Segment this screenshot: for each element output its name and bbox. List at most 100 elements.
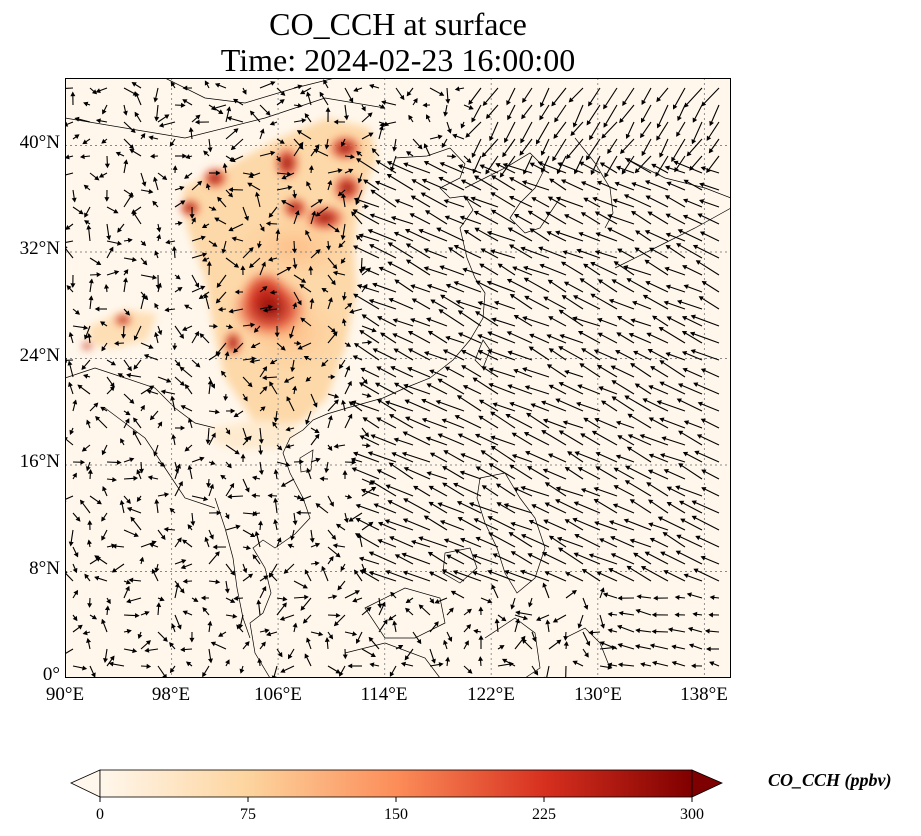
- wind-arrow-shaft: [682, 331, 703, 344]
- wind-arrow-head: [380, 104, 386, 109]
- wind-arrow-head: [579, 363, 585, 368]
- wind-arrow-head: [250, 343, 256, 349]
- wind-arrow-shaft: [590, 262, 618, 276]
- wind-arrow-head: [515, 610, 521, 616]
- wind-arrow-shaft: [475, 311, 499, 327]
- wind-arrow-head: [214, 217, 220, 222]
- wind-arrow-head: [282, 602, 287, 608]
- wind-arrow-head: [460, 179, 467, 185]
- wind-arrow-head: [468, 99, 474, 105]
- wind-arrow-head: [303, 356, 309, 361]
- wind-arrow-shaft: [693, 382, 720, 395]
- wind-arrow-head: [474, 433, 481, 439]
- wind-arrow-head: [492, 402, 498, 408]
- wind-arrow-head: [594, 211, 601, 216]
- wind-arrow-shaft: [658, 516, 686, 531]
- wind-arrow-head: [297, 300, 302, 306]
- wind-arrow-head: [709, 595, 715, 600]
- wind-arrow-shaft: [403, 431, 431, 446]
- wind-arrow-head: [77, 624, 83, 630]
- wind-arrow-shaft: [491, 445, 516, 463]
- wind-arrow-head: [233, 128, 239, 134]
- wind-arrow-head: [611, 279, 617, 284]
- wind-arrow-head: [281, 200, 287, 205]
- wind-arrow-head: [353, 569, 359, 575]
- wind-arrow-head: [423, 143, 429, 149]
- wind-arrow-head: [490, 445, 496, 451]
- wind-arrow-head: [353, 293, 359, 299]
- wind-arrow-shaft: [402, 553, 431, 565]
- colorbar-tick-300: 300: [680, 806, 704, 823]
- wind-arrow-head: [262, 307, 268, 313]
- wind-arrow-shaft: [388, 500, 414, 514]
- wind-arrow-shaft: [359, 382, 380, 395]
- wind-arrow-head: [101, 618, 106, 625]
- wind-arrow-head: [82, 630, 88, 636]
- wind-arrow-head: [207, 147, 213, 153]
- wind-arrow-head: [693, 568, 699, 574]
- wind-arrow-head: [495, 483, 502, 489]
- wind-arrow-head: [112, 477, 117, 483]
- wind-arrow-head: [100, 406, 106, 412]
- wind-arrow-shaft: [573, 104, 584, 127]
- wind-arrow-head: [77, 384, 83, 390]
- wind-arrow-head: [662, 532, 668, 537]
- wind-arrow-head: [683, 573, 689, 579]
- wind-arrow-shaft: [699, 296, 720, 310]
- wind-arrow-shaft: [543, 519, 567, 531]
- wind-arrow-head: [636, 594, 642, 600]
- wind-arrow-head: [79, 499, 85, 505]
- wind-arrow-head: [482, 100, 488, 107]
- wind-arrow-head: [248, 247, 254, 253]
- wind-arrow-head: [84, 220, 90, 225]
- wind-arrow-head: [335, 669, 341, 674]
- wind-arrow-head: [337, 191, 343, 197]
- wind-arrow-shaft: [629, 333, 652, 344]
- wind-arrow-shaft: [455, 415, 482, 429]
- wind-arrow-head: [445, 335, 451, 341]
- wind-arrow-shaft: [678, 463, 703, 480]
- wind-arrow-shaft: [352, 401, 380, 412]
- wind-arrow-head: [305, 229, 310, 236]
- wind-arrow-head: [411, 179, 417, 184]
- wind-arrow-shaft: [679, 500, 703, 514]
- wind-arrow-head: [666, 486, 672, 492]
- wind-arrow-head: [564, 519, 570, 524]
- wind-arrow-head: [676, 534, 682, 540]
- wind-arrow-head: [368, 570, 374, 576]
- wind-arrow-head: [292, 264, 298, 270]
- wind-arrow-shaft: [453, 570, 482, 582]
- wind-arrow-head: [290, 535, 295, 541]
- wind-arrow-head: [585, 155, 591, 161]
- wind-arrow-shaft: [455, 549, 482, 565]
- wind-arrow-head: [297, 103, 303, 109]
- wind-arrow-head: [588, 101, 593, 107]
- wind-arrow-head: [100, 321, 106, 326]
- wind-arrow-head: [142, 260, 148, 266]
- wind-arrow-shaft: [488, 532, 516, 548]
- wind-arrow-head: [442, 466, 448, 471]
- wind-arrow-head: [599, 162, 606, 167]
- wind-arrow-head: [625, 133, 631, 139]
- wind-arrow-head: [148, 344, 154, 349]
- lat-tick-40n: 40°N: [19, 132, 60, 153]
- wind-arrow-shaft: [419, 536, 448, 548]
- wind-arrow-head: [84, 573, 90, 579]
- wind-arrow-shaft: [353, 245, 380, 259]
- wind-arrow-head: [224, 514, 230, 520]
- wind-arrow-shaft: [354, 343, 380, 361]
- wind-arrow-shaft: [460, 471, 482, 480]
- wind-arrow-head: [277, 652, 283, 658]
- wind-arrow-head: [231, 236, 237, 242]
- wind-arrow-shaft: [487, 331, 516, 344]
- wind-arrow-head: [203, 496, 209, 502]
- wind-arrow-head: [141, 293, 147, 299]
- wind-arrow-head: [394, 199, 400, 204]
- wind-arrow-shaft: [546, 665, 550, 678]
- wind-arrow-head: [125, 410, 131, 416]
- wind-arrow-shaft: [511, 551, 533, 565]
- wind-arrow-head: [214, 83, 221, 88]
- wind-arrow-head: [350, 154, 356, 160]
- wind-arrow-head: [268, 212, 274, 218]
- wind-arrow-head: [283, 378, 290, 383]
